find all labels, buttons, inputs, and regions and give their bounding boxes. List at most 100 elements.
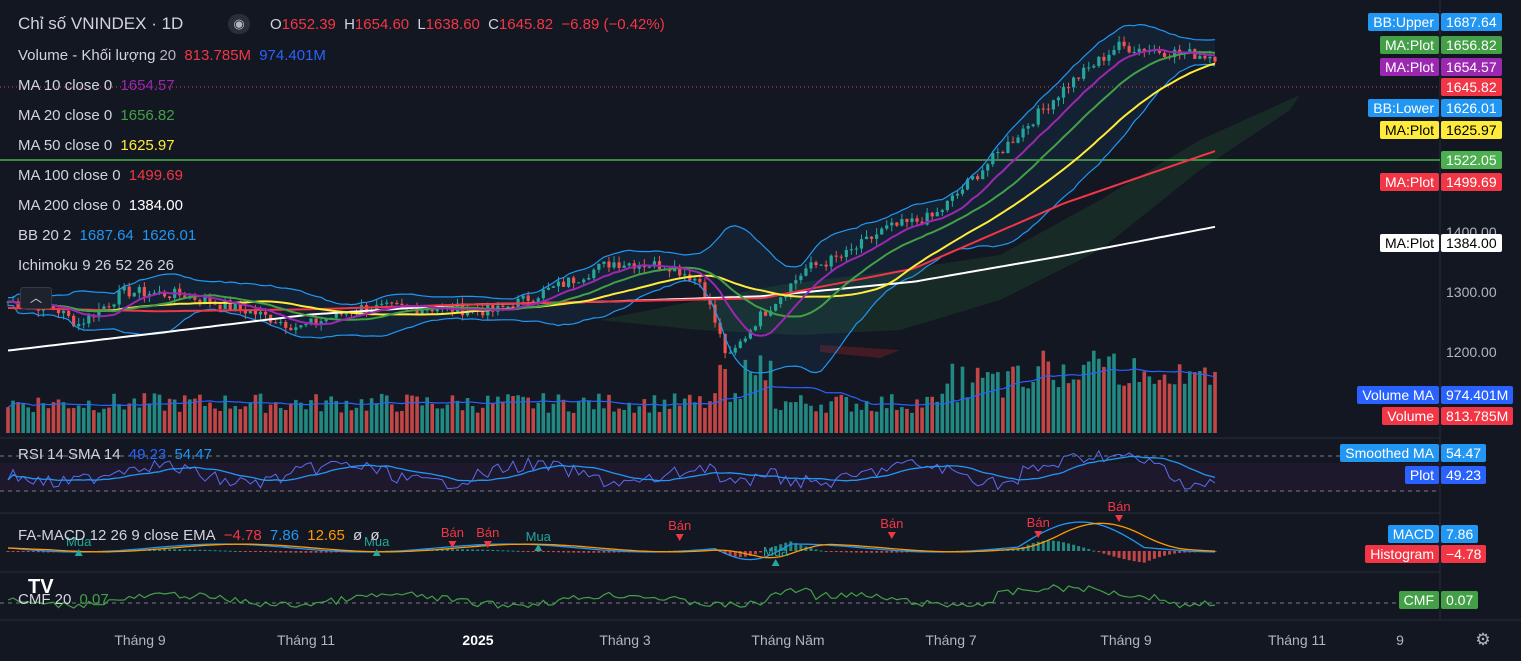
volume-bar xyxy=(1127,383,1131,433)
volume-bar xyxy=(71,408,76,433)
volume-bar xyxy=(294,399,298,433)
candle-body xyxy=(561,281,566,287)
price-tag-value: 1645.82 xyxy=(1441,78,1502,96)
macd-histogram-bar xyxy=(854,551,858,553)
volume-bar xyxy=(622,409,626,433)
macd-legend[interactable]: FA-MACD 12 26 9 close EMA −4.78 7.86 12.… xyxy=(18,527,380,544)
ma200-legend[interactable]: MA 200 close 0 1384.00 xyxy=(18,197,183,214)
ma50-legend[interactable]: MA 50 close 0 1625.97 xyxy=(18,137,175,154)
volume-bar xyxy=(541,393,546,433)
macd-histogram-bar xyxy=(733,551,737,557)
volume-bar xyxy=(410,395,414,433)
candle-body xyxy=(213,303,217,305)
volume-bar xyxy=(1203,367,1207,433)
macd-histogram-bar xyxy=(567,551,571,553)
candle-body xyxy=(481,311,485,316)
price-tag-value: 1656.82 xyxy=(1441,36,1502,54)
volume-bar xyxy=(1187,371,1192,433)
volume-bar xyxy=(895,409,899,433)
macd-histogram-bar xyxy=(198,549,202,551)
macd-histogram-bar xyxy=(243,551,247,552)
volume-bar xyxy=(304,409,308,433)
macd-histogram-bar xyxy=(839,551,843,553)
volume-bar xyxy=(329,396,334,433)
macd-histogram-bar xyxy=(612,551,616,553)
candle-body xyxy=(289,327,293,330)
volume-bar xyxy=(238,409,243,433)
macd-histogram-bar xyxy=(152,549,156,551)
collapse-legend-button[interactable]: ︿ xyxy=(20,287,52,309)
macd-histogram-bar xyxy=(450,549,454,551)
visibility-icon[interactable]: ◉ xyxy=(228,14,250,34)
macd-histogram-bar xyxy=(1016,549,1020,551)
volume-bar xyxy=(248,402,253,433)
cmf-legend[interactable]: CMF 20 0.07 xyxy=(18,591,109,608)
candle-body xyxy=(976,176,980,180)
candle-body xyxy=(435,309,439,312)
ichimoku-legend[interactable]: Ichimoku 9 26 52 26 26 xyxy=(18,257,174,274)
volume-legend[interactable]: Volume - Khối lượng 20 813.785M 974.401M xyxy=(18,47,326,64)
volume-bar xyxy=(344,400,349,433)
volume-bar xyxy=(147,403,152,433)
volume-bar xyxy=(1046,361,1051,433)
volume-bar xyxy=(51,402,56,433)
volume-bar xyxy=(369,398,374,433)
candle-body xyxy=(223,300,227,309)
macd-histogram-bar xyxy=(1092,550,1096,552)
bb-legend[interactable]: BB 20 2 1687.64 1626.01 xyxy=(18,227,197,244)
settings-icon[interactable]: ⚙ xyxy=(1475,630,1491,649)
candle-body xyxy=(107,306,111,308)
volume-bar xyxy=(799,395,803,433)
x-axis-label: Tháng 3 xyxy=(599,632,651,648)
ma20-legend[interactable]: MA 20 close 0 1656.82 xyxy=(18,107,175,124)
candle-body xyxy=(763,311,768,316)
x-axis-label: Tháng 11 xyxy=(1267,632,1327,648)
volume-bar xyxy=(122,409,126,433)
candle-body xyxy=(334,311,338,318)
volume-bar xyxy=(920,407,924,433)
volume-bar xyxy=(142,393,147,433)
volume-bar xyxy=(1122,385,1126,433)
candle-body xyxy=(794,280,798,284)
volume-bar xyxy=(1208,384,1212,433)
rsi-legend[interactable]: RSI 14 SMA 14 49.23 54.47 xyxy=(18,446,212,463)
ma100-legend[interactable]: MA 100 close 0 1499.69 xyxy=(18,167,183,184)
price-tag-value: 1687.64 xyxy=(1441,13,1502,31)
candle-body xyxy=(859,239,864,249)
macd-histogram-bar xyxy=(218,550,222,552)
candle-body xyxy=(824,264,828,267)
volume-bar xyxy=(652,395,657,433)
macd-histogram-bar xyxy=(1117,551,1121,558)
volume-bar xyxy=(1081,364,1086,433)
volume-bar xyxy=(1142,371,1147,433)
volume-bar xyxy=(430,403,435,433)
candle-body xyxy=(1051,100,1055,110)
volume-bar xyxy=(420,405,424,433)
buy-signal-marker xyxy=(372,549,381,556)
macd-histogram-bar xyxy=(556,551,560,553)
macd-histogram-bar xyxy=(849,551,853,553)
candle-body xyxy=(895,222,899,226)
candle-body xyxy=(738,341,742,348)
volume-bar xyxy=(788,402,793,433)
candle-body xyxy=(743,338,747,342)
macd-histogram-bar xyxy=(531,551,535,552)
volume-bar xyxy=(516,395,520,433)
macd-histogram-bar xyxy=(1051,540,1055,551)
tradingview-logo[interactable]: TV xyxy=(28,576,54,598)
symbol-title[interactable]: Chỉ số VNINDEX · 1D xyxy=(18,14,184,33)
volume-bar xyxy=(319,411,323,433)
volume-bar xyxy=(824,412,828,433)
volume-bar xyxy=(1036,366,1041,433)
macd-histogram-bar xyxy=(748,551,752,556)
volume-bar xyxy=(470,406,475,433)
macd-tag-label: Histogram xyxy=(1365,545,1439,563)
macd-histogram-bar xyxy=(577,551,581,553)
candle-body xyxy=(612,262,616,268)
candle-body xyxy=(77,323,81,327)
volume-bar xyxy=(884,408,889,433)
volume-bar xyxy=(1041,350,1046,433)
ma10-legend[interactable]: MA 10 close 0 1654.57 xyxy=(18,77,175,94)
volume-bar xyxy=(1182,383,1187,433)
